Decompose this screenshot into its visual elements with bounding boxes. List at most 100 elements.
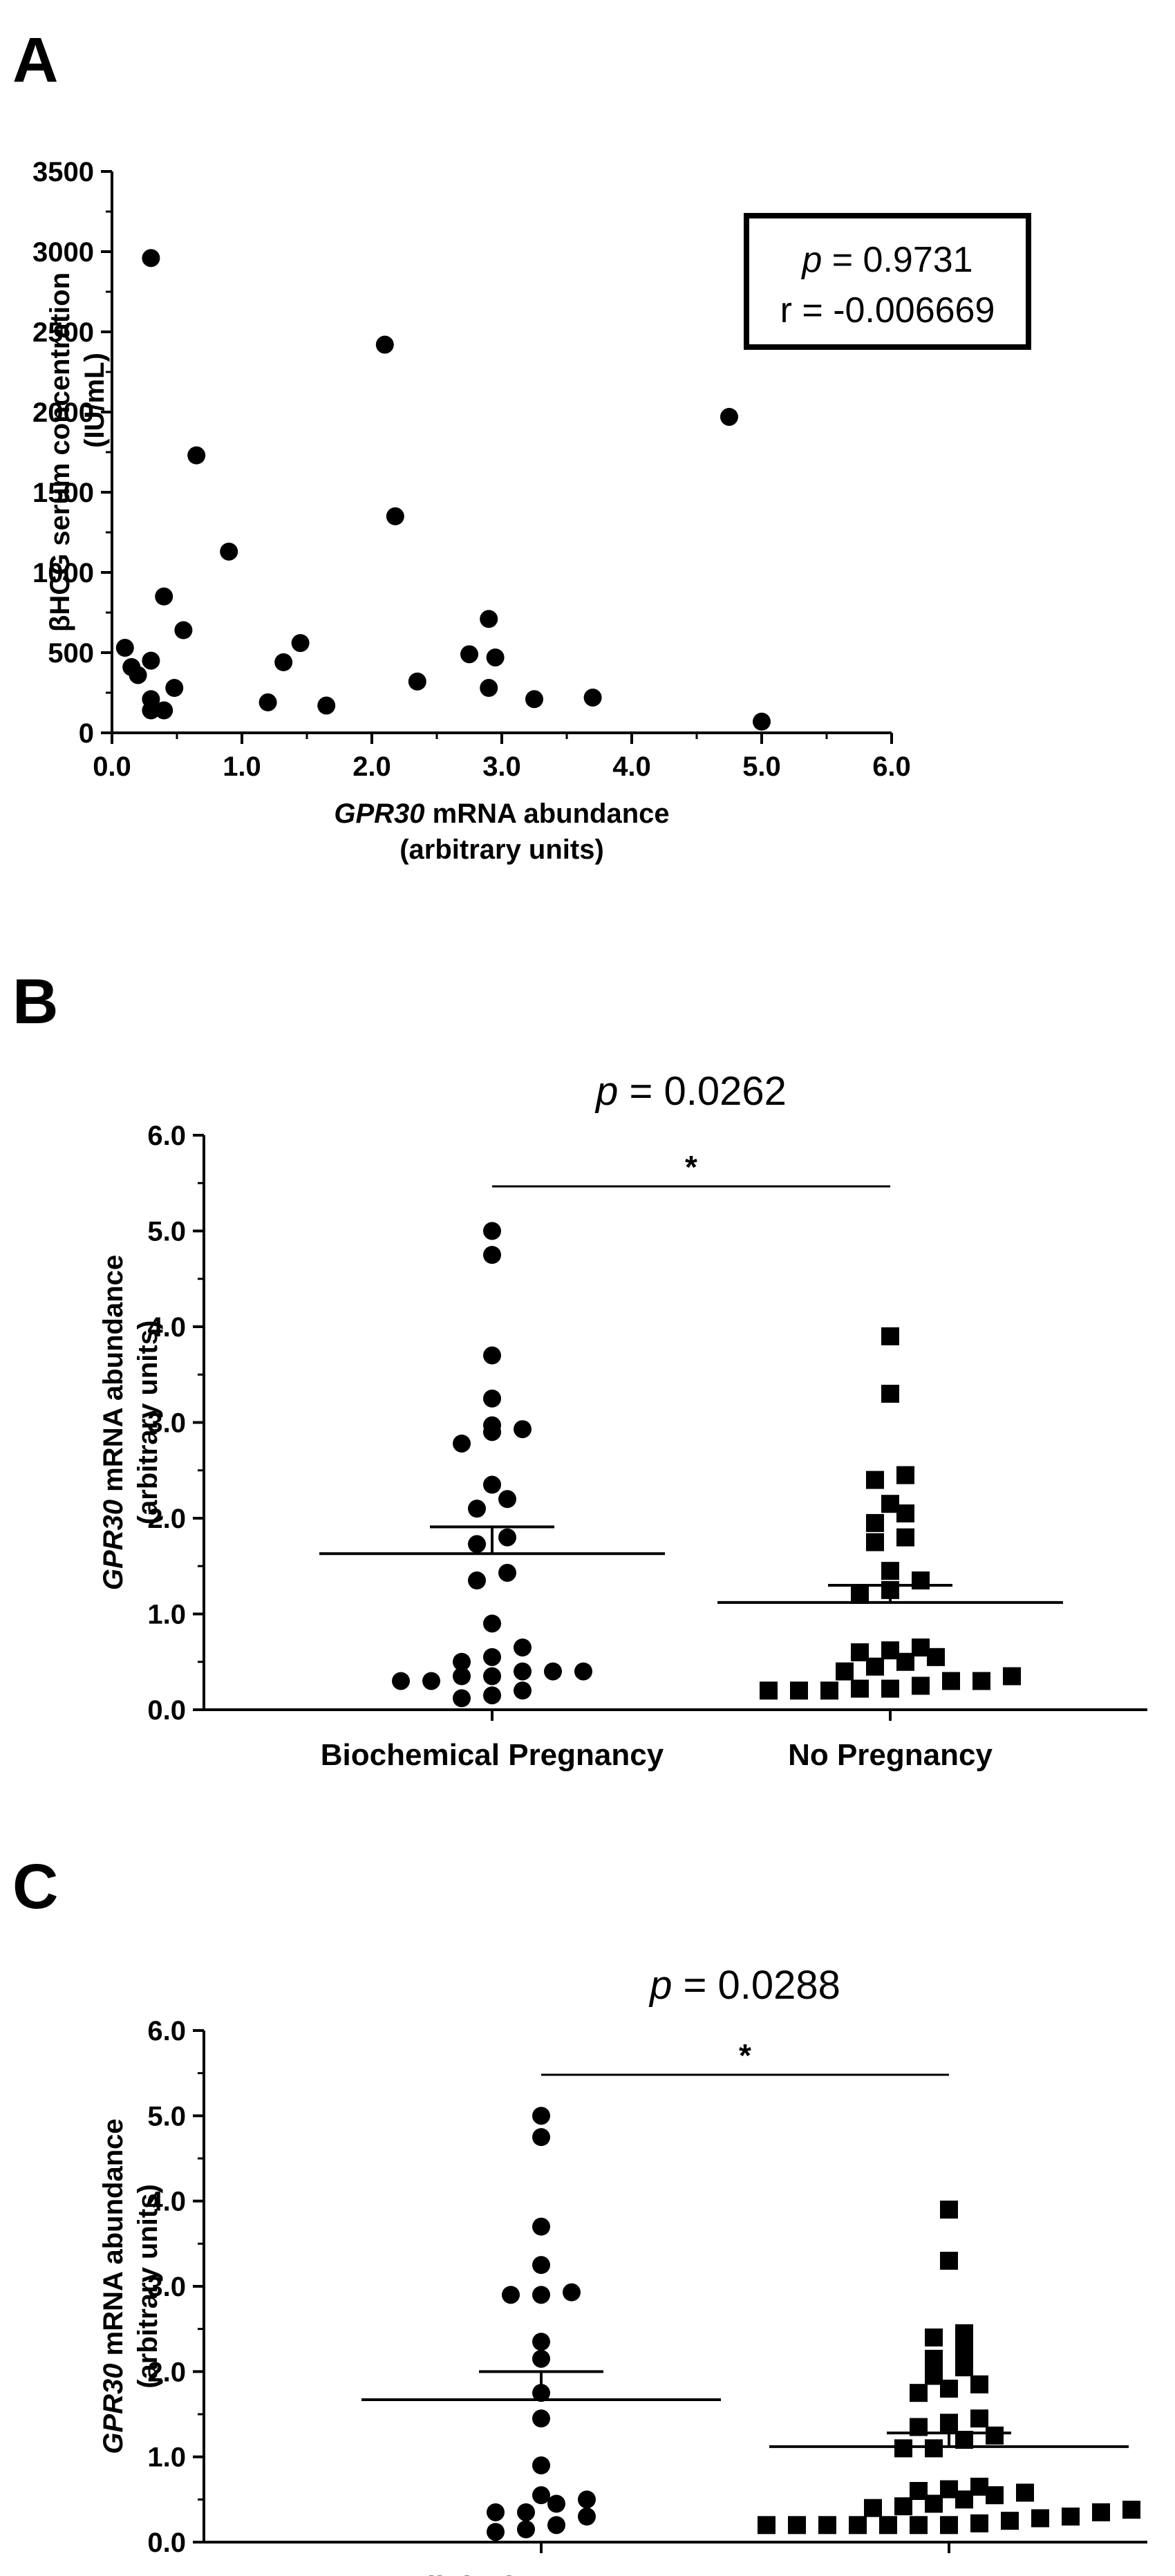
data-point bbox=[408, 672, 426, 691]
x-tick-label: 6.0 bbox=[872, 752, 911, 782]
r-value-text: r = -0.006669 bbox=[780, 290, 995, 330]
data-point bbox=[925, 2328, 943, 2346]
data-point bbox=[468, 1571, 486, 1590]
data-point bbox=[532, 2456, 550, 2474]
x-tick-label: 5.0 bbox=[742, 752, 781, 782]
data-point bbox=[925, 2439, 943, 2458]
data-point bbox=[155, 701, 173, 720]
data-point bbox=[851, 1679, 869, 1698]
data-point bbox=[1092, 2503, 1110, 2521]
data-point bbox=[468, 1500, 486, 1518]
data-point bbox=[1001, 2512, 1019, 2530]
p-value-text: p = 0.0262 bbox=[594, 1069, 787, 1114]
data-point bbox=[851, 1643, 869, 1661]
data-point bbox=[532, 2486, 550, 2505]
data-point bbox=[720, 407, 738, 426]
data-point bbox=[972, 1672, 990, 1690]
panel-label-a: A bbox=[12, 25, 58, 95]
data-point bbox=[142, 651, 160, 670]
data-point bbox=[955, 2341, 973, 2360]
data-point bbox=[514, 1681, 532, 1700]
y-axis-label: βHCG serum concentration bbox=[45, 272, 75, 632]
data-point bbox=[986, 2426, 1004, 2445]
data-point bbox=[894, 2439, 912, 2458]
data-point bbox=[940, 2480, 958, 2499]
data-point bbox=[760, 1681, 778, 1700]
x-tick-label: 2.0 bbox=[352, 752, 391, 782]
data-point bbox=[165, 679, 184, 698]
data-point bbox=[483, 1614, 501, 1633]
data-point bbox=[1122, 2501, 1140, 2519]
panel-c: C 0.0 1.0 2.0 3.0 4.0 5.0 6.0 GPR30 mRNA abundan… bbox=[12, 1851, 1147, 2576]
data-point bbox=[142, 249, 160, 268]
panel-label-b: B bbox=[12, 967, 58, 1037]
data-point bbox=[375, 335, 394, 354]
category-label: No Pregnancy bbox=[847, 2570, 1051, 2576]
x-tick-label: 4.0 bbox=[612, 752, 651, 782]
data-point bbox=[820, 1681, 838, 1700]
x-tick-label: 0.0 bbox=[93, 752, 131, 782]
y-tick-label: 0 bbox=[79, 718, 94, 749]
data-point bbox=[532, 2409, 550, 2428]
y-tick-label: 4.0 bbox=[147, 1312, 186, 1343]
data-point bbox=[544, 1662, 562, 1681]
data-point bbox=[483, 1667, 501, 1686]
data-point bbox=[970, 2375, 988, 2393]
data-point bbox=[514, 1420, 532, 1439]
data-point bbox=[970, 2514, 988, 2532]
y-tick-label: 500 bbox=[48, 638, 94, 669]
y-tick-label: 3.0 bbox=[147, 1408, 186, 1439]
y-tick-label: 1000 bbox=[32, 558, 94, 588]
y-tick-label: 0.0 bbox=[147, 2528, 186, 2558]
data-point bbox=[881, 1495, 899, 1513]
panel-b: B 0.0 1.0 2.0 3.0 4.0 5.0 6.0 GPR30 mRNA abundan… bbox=[12, 967, 1147, 1772]
data-point bbox=[468, 1535, 486, 1553]
data-point bbox=[453, 1434, 471, 1453]
data-point bbox=[514, 1662, 532, 1681]
data-point bbox=[155, 587, 173, 606]
data-point bbox=[578, 2508, 596, 2526]
y-tick-label: 1500 bbox=[32, 478, 94, 508]
data-point bbox=[910, 2482, 928, 2500]
data-point bbox=[480, 610, 498, 628]
data-point bbox=[483, 1648, 501, 1666]
data-point bbox=[881, 1679, 899, 1698]
data-point bbox=[483, 1416, 501, 1435]
data-point bbox=[866, 1471, 884, 1489]
data-point bbox=[879, 2516, 897, 2535]
data-point bbox=[187, 446, 206, 465]
data-point bbox=[486, 648, 505, 666]
y-tick-label: 5.0 bbox=[147, 2101, 186, 2131]
data-point bbox=[942, 1672, 960, 1690]
x-axis-label: GPR30 mRNA abundance bbox=[334, 799, 669, 829]
data-point bbox=[970, 2477, 988, 2496]
data-point bbox=[955, 2324, 973, 2342]
data-point bbox=[517, 2503, 535, 2521]
data-point bbox=[925, 2494, 943, 2513]
y-axis-label-line2: (arbitrary units) bbox=[133, 1320, 163, 1525]
data-point bbox=[912, 1638, 930, 1656]
data-point bbox=[910, 2516, 928, 2535]
y-tick-label: 5.0 bbox=[147, 1217, 186, 1247]
data-point bbox=[578, 2490, 596, 2509]
data-point bbox=[514, 1638, 532, 1656]
p-value-text: p = 0.0288 bbox=[648, 1963, 840, 2008]
y-tick-label: 0.0 bbox=[147, 1695, 186, 1726]
data-point bbox=[532, 2349, 550, 2368]
data-point bbox=[896, 1466, 914, 1484]
significance-star: * bbox=[685, 1149, 697, 1185]
y-axis-label: GPR30 mRNA abundance bbox=[98, 2118, 129, 2454]
y-tick-label: 1.0 bbox=[147, 1600, 186, 1630]
data-point bbox=[498, 1490, 516, 1509]
data-point bbox=[453, 1667, 471, 1686]
data-point bbox=[115, 639, 134, 657]
data-point bbox=[1031, 2509, 1049, 2528]
data-point bbox=[386, 507, 404, 525]
y-tick-label: 1.0 bbox=[147, 2443, 186, 2473]
y-axis-label-line2: (arbitrary units) bbox=[133, 2184, 163, 2389]
data-point bbox=[532, 2286, 550, 2304]
data-point bbox=[940, 2380, 958, 2398]
y-axis-label-line2: (IU/mL) bbox=[79, 353, 110, 448]
data-point bbox=[274, 653, 293, 671]
